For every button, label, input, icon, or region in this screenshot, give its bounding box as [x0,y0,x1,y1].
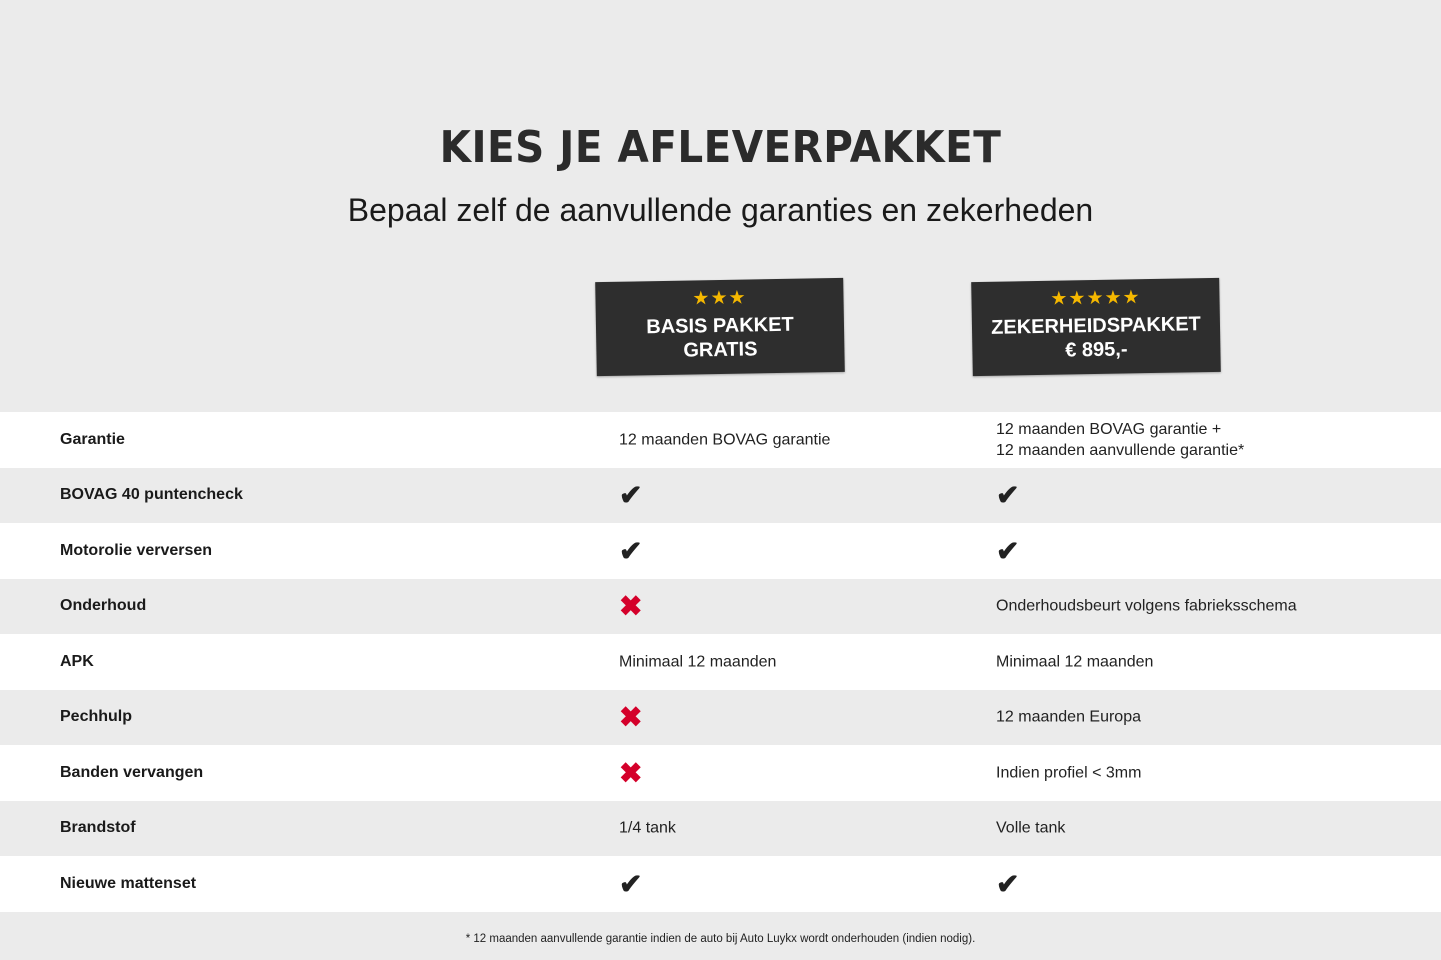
cell-value: 12 maanden BOVAG garantie [619,431,831,449]
row-label: Banden vervangen [60,763,204,781]
cell-value: Minimaal 12 maanden [619,653,777,671]
check-icon: ✔ [996,535,1020,567]
row-label: Pechhulp [60,708,133,726]
check-icon: ✔ [619,479,643,511]
row-label: Garantie [60,430,125,448]
package-price: € 895,- [1065,338,1128,362]
table-row: Motorolie verversen ✔ ✔ [0,523,1441,579]
row-label: APK [60,652,94,670]
table-row: Brandstof 1/4 tank Volle tank [0,800,1441,856]
table-row: Nieuwe mattenset ✔ ✔ [0,856,1441,912]
table-row: Onderhoud ✖ Onderhoudsbeurt volgens fabrie… [0,578,1441,634]
check-icon: ✔ [996,868,1020,900]
row-label: Nieuwe mattenset [60,874,197,892]
table-row: Banden vervangen ✖ Indien profiel < 3mm [0,745,1441,801]
check-icon: ✔ [619,868,643,900]
cell-value: Indien profiel < 3mm [996,764,1142,782]
package-name: ZEKERHEIDSPAKKET [990,313,1201,339]
cell-value: Volle tank [996,819,1066,837]
cell-value: 12 maanden BOVAG garantie + 12 maanden a… [996,420,1245,459]
table-row: BOVAG 40 puntencheck ✔ ✔ [0,467,1441,523]
page-title: KIES JE AFLEVERPAKKET [439,122,1002,173]
cross-icon: ✖ [619,701,643,733]
cell-value: 12 maanden Europa [996,708,1141,726]
package-badge-basis: ★★★ BASIS PAKKET GRATIS [595,277,845,377]
cross-icon: ✖ [619,757,643,789]
cell-value: Onderhoudsbeurt volgens fabrieksschema [996,597,1297,615]
row-label: Onderhoud [60,597,147,615]
comparison-table: Garantie 12 maanden BOVAG garantie 12 maan… [0,412,1441,912]
table-row: APK Minimaal 12 maanden Minimaal 12 maande… [0,634,1441,690]
cell-value: Minimaal 12 maanden [996,653,1154,671]
package-badge-zekerheid: ★★★★★ ZEKERHEIDSPAKKET € 895,- [971,277,1221,377]
table-row: Pechhulp ✖ 12 maanden Europa [0,689,1441,745]
page-subtitle: Bepaal zelf de aanvullende garanties en … [347,192,1094,228]
star-rating-icon: ★★★★★ [1050,287,1141,310]
check-icon: ✔ [619,535,643,567]
footnote: * 12 maanden aanvullende garantie indien… [465,933,976,945]
table-row: Garantie 12 maanden BOVAG garantie 12 maan… [0,412,1441,468]
cell-value: 1/4 tank [619,819,676,837]
row-label: Brandstof [60,819,136,837]
row-label: BOVAG 40 puntencheck [60,486,243,504]
check-icon: ✔ [996,479,1020,511]
row-label: Motorolie verversen [60,541,213,559]
star-rating-icon: ★★★ [692,287,747,310]
cross-icon: ✖ [619,590,643,622]
package-price: GRATIS [683,338,758,362]
